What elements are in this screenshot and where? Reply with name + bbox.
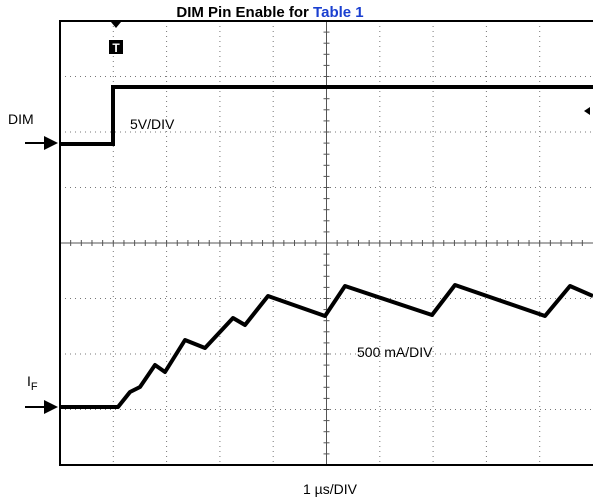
trigger-marker: T [112,41,120,55]
trigger-box [109,40,123,54]
dim-label: DIM [8,111,34,127]
if-label: IF [27,373,38,393]
title-text: DIM Pin Enable for [176,4,313,21]
dim-arrow-head [44,136,58,150]
if-sub: F [31,381,38,393]
if-main: I [27,373,31,389]
dim-waveform [60,85,593,146]
dim-scale: 5V/DIV [130,116,175,132]
if-arrow-head [44,400,58,414]
level-marker [584,107,590,115]
current-waveform [60,283,593,409]
trigger-arrow [111,22,121,28]
screen-border [59,20,593,466]
figure-title: DIM Pin Enable for Table 1 [176,4,363,21]
current-scale: 500 mA/DIV [357,344,433,360]
time-scale: 1 µs/DIV [303,481,358,497]
table-link[interactable]: Table 1 [313,4,364,21]
graticule [59,20,593,465]
